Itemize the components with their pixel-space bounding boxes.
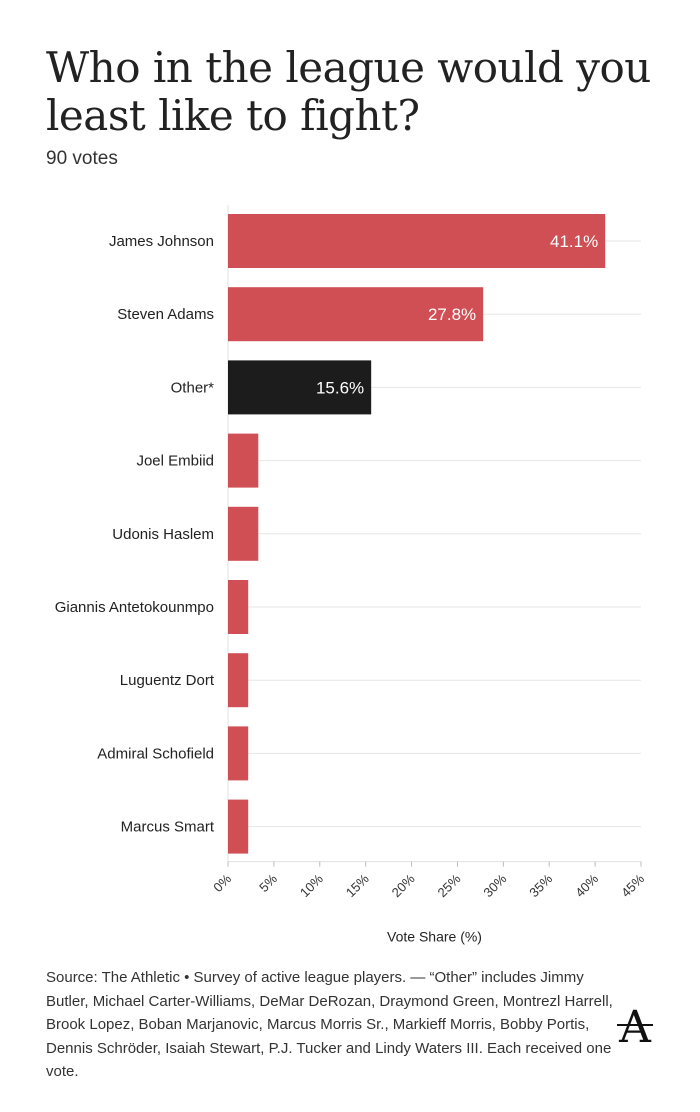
x-tick-label: 15% <box>343 871 372 900</box>
chart-subtitle: 90 votes <box>46 148 118 169</box>
category-label: Marcus Smart <box>121 819 215 836</box>
x-tick-label: 30% <box>480 871 509 900</box>
x-tick-label: 25% <box>435 871 464 900</box>
bar <box>228 214 606 268</box>
x-tick-label: 0% <box>210 871 234 895</box>
bar <box>228 287 484 342</box>
bar <box>228 360 372 415</box>
category-label: James Johnson <box>109 233 214 250</box>
bar <box>228 506 259 561</box>
x-tick-label: 45% <box>618 871 647 900</box>
data-label: 27.8% <box>428 305 476 324</box>
category-label: Steven Adams <box>117 306 214 323</box>
category-label: Giannis Antetokounmpo <box>55 599 214 616</box>
category-label: Luguentz Dort <box>120 672 215 689</box>
x-tick-label: 20% <box>389 871 418 900</box>
bar <box>228 653 249 708</box>
bar-chart: James Johnson 41.1% Steven Adams 27.8% Other… <box>55 205 647 945</box>
x-axis-label: Vote Share (%) <box>387 929 482 945</box>
category-label: Admiral Schofield <box>97 745 214 762</box>
category-label: Other* <box>171 379 215 396</box>
data-label: 15.6% <box>316 378 364 397</box>
chart-title: Who in the league would you least like t… <box>46 43 651 140</box>
bar <box>228 580 249 634</box>
category-label: Udonis Haslem <box>112 526 214 543</box>
bar <box>228 726 249 781</box>
athletic-logo-icon: A <box>617 1004 653 1048</box>
x-tick-label: 40% <box>572 871 601 900</box>
source-note: Source: The Athletic • Survey of active … <box>46 969 613 1080</box>
bar <box>228 799 249 854</box>
x-tick-label: 10% <box>297 871 326 900</box>
category-label: Joel Embiid <box>136 453 214 470</box>
x-tick-label: 35% <box>526 871 555 900</box>
data-label: 41.1% <box>550 232 598 251</box>
x-tick-label: 5% <box>256 871 280 895</box>
bar <box>228 433 259 488</box>
